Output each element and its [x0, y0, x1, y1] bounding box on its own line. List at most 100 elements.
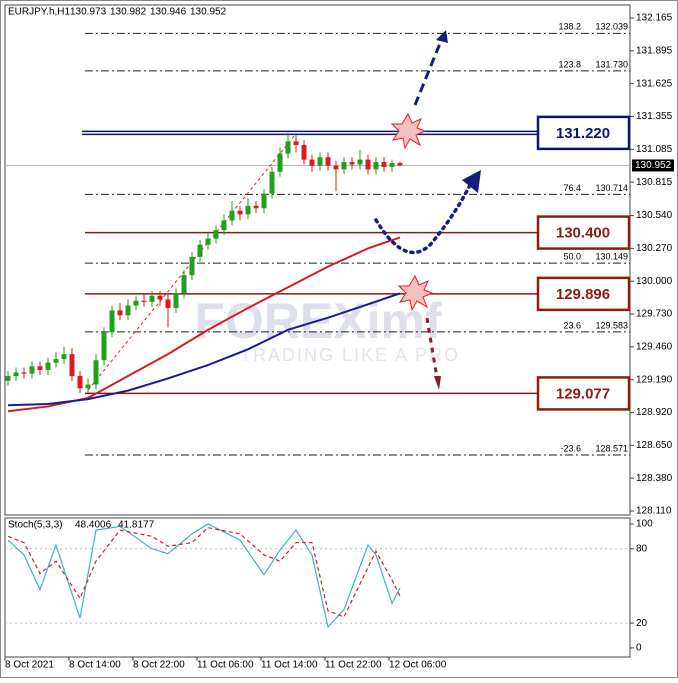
- stoch-signal: 41.8177: [118, 520, 155, 531]
- candle-body: [349, 162, 355, 165]
- y-tick-label: 128.110: [636, 506, 672, 517]
- fib-price: 129.583: [595, 320, 628, 330]
- y-tick-label: 0: [636, 643, 642, 654]
- candle-body: [133, 300, 139, 306]
- y-tick-label: 130.000: [636, 276, 673, 287]
- annotations: [374, 30, 481, 390]
- fib-price: 130.714: [595, 183, 628, 193]
- stoch-title: Stoch(5,3,3): [8, 520, 62, 531]
- candle-body: [157, 295, 163, 300]
- candle-body: [397, 162, 403, 166]
- candle-body: [13, 372, 19, 377]
- y-tick-label: 128.650: [636, 440, 673, 451]
- candle-body: [45, 362, 51, 370]
- candle-body: [69, 354, 75, 377]
- watermark-tagline: TRADING LIKE A PRO: [240, 345, 460, 365]
- fib-price: 130.149: [595, 251, 628, 261]
- y-tick-label: 129.190: [636, 374, 673, 385]
- candle-body: [181, 275, 187, 294]
- ohlc-low: 130.946: [150, 7, 187, 18]
- candle-body: [173, 293, 179, 308]
- x-tick-label: 11 Oct 22:00: [325, 660, 382, 671]
- candle-body: [109, 310, 115, 333]
- y-tick-label: 128.380: [636, 473, 673, 484]
- candle-body: [269, 171, 275, 194]
- stoch-line: [7, 527, 401, 618]
- y-tick-label: 131.625: [636, 78, 673, 89]
- over-layer: 131.220 130.400 129.896 129.077: [7, 115, 631, 629]
- x-tick-label: 8 Oct 22:00: [133, 660, 185, 671]
- candle-body: [245, 205, 251, 215]
- main-panel: [4, 4, 631, 516]
- level-box: 129.077: [536, 376, 631, 411]
- candle-body: [29, 366, 35, 374]
- symbol: EURJPY.h,H1: [8, 7, 71, 18]
- fib-price: 128.571: [595, 443, 628, 453]
- candle-body: [229, 210, 235, 221]
- candle-body: [53, 359, 59, 363]
- y-tick-label: 130.815: [636, 177, 673, 188]
- level-box-rect: [536, 115, 631, 151]
- level-label: 129.077: [556, 385, 610, 402]
- y-tick-label: 131.895: [636, 45, 673, 56]
- starburst: [397, 274, 434, 312]
- candle-body: [149, 295, 155, 302]
- candle-body: [325, 157, 331, 166]
- candle-body: [189, 256, 195, 276]
- candle-body: [221, 220, 227, 231]
- candle-body: [333, 165, 339, 170]
- y-tick-label: 129.460: [636, 342, 673, 353]
- y-tick-label: 132.165: [636, 13, 673, 24]
- candle-body: [197, 244, 203, 257]
- stoch-line: [7, 523, 401, 629]
- arrow-down: [425, 317, 439, 379]
- arrow-up: [413, 35, 445, 106]
- candle-body: [301, 145, 307, 160]
- y-tick-label: 131.085: [636, 144, 673, 155]
- y-tick-label: 131.355: [636, 111, 673, 122]
- y-tick-label: 20: [636, 618, 648, 629]
- fib-level: 23.6: [563, 320, 581, 330]
- fib-level: 138.2: [558, 22, 581, 32]
- candle-body: [93, 360, 99, 385]
- x-tick-label: 11 Oct 14:00: [261, 660, 318, 671]
- candle-body: [125, 305, 131, 316]
- fib-level: 50.0: [563, 251, 581, 261]
- y-tick-label: 130.540: [636, 210, 673, 221]
- candle-body: [101, 332, 107, 361]
- arrow-head: [462, 170, 481, 193]
- candle-body: [21, 372, 27, 374]
- y-tick-label: 80: [636, 543, 648, 554]
- candle-body: [213, 230, 219, 239]
- ohlc-close: 130.952: [190, 7, 227, 18]
- y-tick-label: 128.920: [636, 407, 673, 418]
- candle-body: [357, 159, 363, 165]
- level-label: 130.400: [556, 225, 610, 242]
- ohlc-high: 130.982: [110, 7, 147, 18]
- fib-level: 123.8: [558, 59, 581, 69]
- fib-price: 132.039: [595, 22, 628, 32]
- y-tick-label: 129.730: [636, 309, 673, 320]
- stoch-main: 48.4006: [75, 520, 112, 531]
- level-box-rect: [536, 276, 631, 312]
- level-box: 131.220: [536, 115, 631, 151]
- fib-price: 131.730: [595, 59, 628, 69]
- candle-body: [293, 141, 299, 146]
- x-tick-label: 12 Oct 06:00: [389, 660, 447, 671]
- candle-body: [373, 162, 379, 170]
- price-tag: [632, 159, 674, 172]
- starburst: [390, 112, 427, 150]
- candle-body: [37, 366, 43, 370]
- level-label: 129.896: [556, 286, 610, 303]
- candle-body: [365, 159, 371, 170]
- candle-body: [261, 193, 267, 209]
- arrow-head: [434, 376, 441, 390]
- candle-body: [117, 310, 123, 316]
- candle-body: [253, 205, 259, 209]
- candle-body: [237, 210, 243, 215]
- moving-average: [7, 292, 401, 407]
- candle-body: [381, 162, 387, 167]
